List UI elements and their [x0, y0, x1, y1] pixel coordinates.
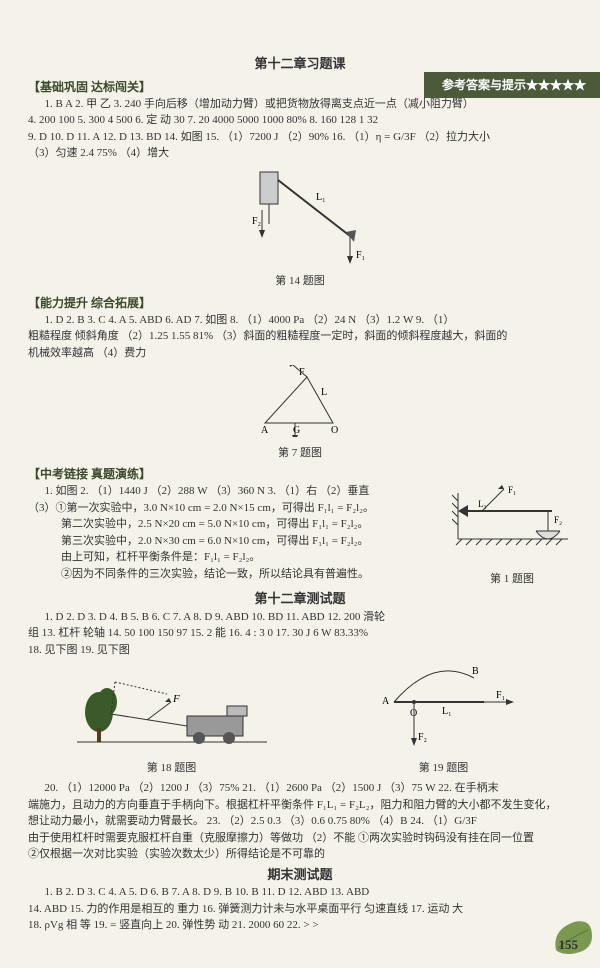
section-test-line: 端施力，且动力的方向垂直于手柄向下。根据杠杆平衡条件 F₁L₁ = F₂L₂，阻…: [28, 797, 572, 814]
fig1-f2-label: F₂: [554, 515, 562, 525]
chapter-title: 第十二章习题课: [28, 54, 572, 74]
fig7-o-label: O: [331, 425, 338, 436]
figure-19: A O L₁ B F₁ F₂ 第 19 题图: [364, 662, 524, 776]
section-basics-line: 4. 200 100 5. 300 4 500 6. 定 动 30 7. 20 …: [28, 112, 572, 129]
final-test-line: 14. ABD 15. 力的作用是相互的 重力 16. 弹簧测力计未与水平桌面平…: [28, 901, 572, 918]
section-test-line: 想让动力最小，就需要动力臂最长。 23. （2）2.5 0.3 （3）0.6 0…: [28, 813, 572, 830]
figure-7-caption: 第 7 题图: [28, 445, 572, 462]
fig14-f1-label: F₁: [356, 250, 365, 261]
fig19-l1-label: L₁: [442, 706, 452, 717]
section-test-line: 20. （1）12000 Pa （2）1200 J （3）75% 21. （1）…: [28, 780, 572, 797]
section-test-line: 1. D 2. D 3. D 4. B 5. B 6. C 7. A 8. D …: [28, 609, 572, 626]
chapter-test-title: 第十二章测试题: [28, 589, 572, 609]
section-test-line: 由于使用杠杆时需要克服杠杆自重（克服摩擦力）等做功 （2）不能 ①两次实验时钩码…: [28, 830, 572, 847]
section-ability-head: 【能力提升 综合拓展】: [28, 294, 572, 312]
figure-14: F₂ L₁ F₁ 第 14 题图: [28, 166, 572, 290]
fig1-f1-label: F₁: [508, 485, 516, 495]
final-test-title: 期末测试题: [28, 865, 572, 885]
final-test-line: 18. ρVg 相 等 19. = 竖直向上 20. 弹性势 动 21. 200…: [28, 917, 572, 934]
fig19-a-label: A: [382, 696, 390, 707]
fig7-a-label: A: [261, 425, 269, 436]
section-ability-line: 粗糙程度 倾斜角度 （2）1.25 1.55 81% （3）斜面的粗糙程度一定时…: [28, 328, 572, 345]
section-test-line: ②仅根据一次对比实验（实验次数太少）所得结论是不可靠的: [28, 846, 572, 863]
fig18-f-label: F: [172, 693, 180, 705]
figure-18: F 第 18 题图: [77, 672, 267, 776]
fig19-f1-label: F₁: [496, 690, 505, 701]
section-exam-head: 【中考链接 真题演练】: [28, 465, 572, 483]
figure-1: F₁ L₁ F₂ 第 1 题图: [452, 483, 572, 587]
fig19-b-label: B: [472, 666, 479, 677]
fig1-l1-label: L₁: [478, 499, 487, 509]
fig14-l1-label: L₁: [316, 192, 326, 203]
figure-14-caption: 第 14 题图: [28, 273, 572, 290]
section-ability-line: 1. D 2. B 3. C 4. A 5. ABD 6. AD 7. 如图 8…: [28, 312, 572, 329]
section-ability-line: 机械效率越高 （4）费力: [28, 345, 572, 362]
fig14-f2-label: F₂: [252, 216, 261, 227]
header-banner: 参考答案与提示★★★★★: [424, 72, 600, 98]
section-test-line: 组 13. 杠杆 轮轴 14. 50 100 150 97 15. 2 能 16…: [28, 625, 572, 642]
figure-1-caption: 第 1 题图: [452, 571, 572, 588]
page-number: 155: [559, 935, 579, 955]
section-test-line: 18. 见下图 19. 见下图: [28, 642, 572, 659]
section-basics-line: （3）匀速 2.4 75% （4）增大: [28, 145, 572, 162]
fig7-l-label: L: [321, 387, 327, 398]
section-basics-line: 9. D 10. D 11. A 12. D 13. BD 14. 如图 15.…: [28, 129, 572, 146]
figure-18-caption: 第 18 题图: [77, 760, 267, 777]
fig7-g-label: G: [293, 425, 300, 436]
final-test-line: 1. B 2. D 3. C 4. A 5. D 6. B 7. A 8. D …: [28, 884, 572, 901]
figure-7: A O G F L 第 7 题图: [28, 365, 572, 461]
figure-19-caption: 第 19 题图: [364, 760, 524, 777]
fig19-f2-label: F₂: [418, 732, 427, 743]
